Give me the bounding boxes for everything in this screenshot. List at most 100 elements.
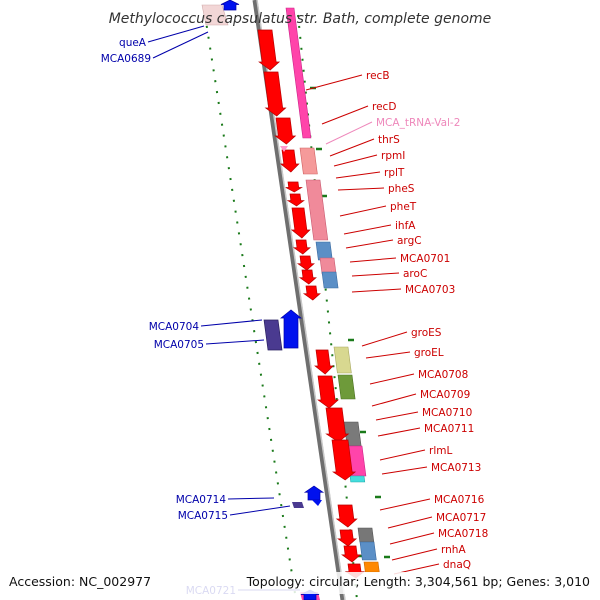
gene-category-bar xyxy=(349,475,366,483)
gene-leader-line xyxy=(369,373,415,385)
gene-leader-line xyxy=(361,331,408,347)
gene-label-right: pheT xyxy=(390,201,417,213)
gene-leader-line xyxy=(381,466,428,475)
gene-leader-line xyxy=(391,548,438,561)
gene-arrow-down xyxy=(292,239,311,255)
footer-backdrop xyxy=(0,572,600,594)
gene-label-right: rnhA xyxy=(441,544,466,556)
gene-label-left: queA xyxy=(119,37,147,49)
gene-arrow-up xyxy=(220,0,240,11)
gene-leader-line xyxy=(325,121,373,145)
gene-category-bar xyxy=(299,147,318,175)
gene-category-bar xyxy=(359,541,377,561)
gene-label-left: MCA0689 xyxy=(101,53,151,65)
gene-arrow-down xyxy=(314,349,334,375)
gene-leader-line xyxy=(349,257,397,263)
gene-label-right: MCA0708 xyxy=(418,369,468,381)
gene-label-right: MCA0710 xyxy=(422,407,472,419)
gene-arrow-down xyxy=(335,504,358,528)
gene-category-bar xyxy=(285,7,312,139)
gene-leader-line xyxy=(229,505,291,516)
gene-leader-line xyxy=(200,319,263,327)
gene-label-right: MCA_tRNA-Val-2 xyxy=(376,117,460,129)
gene-category-bar xyxy=(305,179,329,241)
gene-label-right: pheS xyxy=(388,183,415,195)
gene-leader-line xyxy=(333,154,378,167)
diagram-title: Methylococcus capsulatus str. Bath, comp… xyxy=(109,11,492,27)
gene-block xyxy=(292,502,304,508)
gene-label-right: rlmL xyxy=(429,445,452,457)
gene-block xyxy=(312,500,322,506)
gene-block xyxy=(263,319,283,351)
gene-arrow-down xyxy=(325,407,350,443)
gene-leader-line xyxy=(387,516,433,529)
gene-arrow-down xyxy=(337,529,358,547)
gene-arrow-up xyxy=(280,309,302,349)
gene-category-bar xyxy=(333,346,352,374)
gene-leader-line xyxy=(351,288,402,293)
gene-label-left: MCA0704 xyxy=(149,321,200,333)
gene-leader-line xyxy=(379,449,426,461)
gene-category-bar xyxy=(315,241,333,261)
gene-leader-line xyxy=(337,187,385,191)
gene-arrow-down xyxy=(290,207,311,239)
gene-arrow-down xyxy=(296,255,315,271)
gene-category-bar xyxy=(201,4,229,26)
gene-leader-line xyxy=(365,351,411,359)
gene-label-right: MCA0703 xyxy=(405,284,455,296)
gene-category-bar xyxy=(357,527,375,543)
gene-leader-line xyxy=(321,105,369,125)
gene-leader-line xyxy=(339,205,387,217)
gene-leader-line xyxy=(345,239,394,249)
gene-arrow-down xyxy=(263,71,287,117)
gene-arrow-down xyxy=(341,545,362,563)
gene-leader-line xyxy=(305,74,363,91)
gene-leader-line xyxy=(147,25,205,43)
gene-arrow-up xyxy=(303,485,325,501)
gene-label-right: MCA0713 xyxy=(431,462,481,474)
accession-text: Accession: NC_002977 xyxy=(9,574,151,589)
gene-label-right: MCA0717 xyxy=(436,512,486,524)
gene-leader-line xyxy=(375,411,419,421)
gene-leader-line xyxy=(379,498,431,511)
gene-label-right: dnaQ xyxy=(443,559,471,571)
gene-label-right: MCA0701 xyxy=(400,253,450,265)
gene-leader-line xyxy=(371,393,417,407)
gene-leader-line xyxy=(205,339,265,345)
gene-category-bar xyxy=(363,561,380,573)
gene-label-right: MCA0716 xyxy=(434,494,485,506)
gene-leader-line xyxy=(343,224,392,235)
gene-label-right: rplT xyxy=(384,167,405,179)
gene-category-bar xyxy=(337,374,356,400)
gene-label-right: groEL xyxy=(414,347,444,359)
gene-label-right: ihfA xyxy=(395,220,416,232)
gene-label-right: groES xyxy=(411,327,442,339)
gene-arrow-down xyxy=(257,29,281,71)
gene-label-left: MCA0714 xyxy=(176,494,227,506)
gene-leader-line xyxy=(152,31,209,59)
trna-marker xyxy=(280,146,288,152)
gene-label-right: MCA0718 xyxy=(438,528,488,540)
gene-leader-line xyxy=(227,497,275,500)
gene-leader-line xyxy=(389,532,435,545)
gene-label-right: argC xyxy=(397,235,422,247)
gene-leader-line xyxy=(335,171,381,179)
gene-label-right: MCA0711 xyxy=(424,423,474,435)
gene-label-right: recB xyxy=(366,70,390,82)
gene-arrow-down xyxy=(286,193,305,207)
gene-arrow-down xyxy=(331,439,357,481)
gene-label-right: MCA0709 xyxy=(420,389,470,401)
gene-category-bar xyxy=(319,257,337,275)
gene-leader-line xyxy=(377,427,421,437)
gene-category-bar xyxy=(321,271,339,289)
gene-label-right: aroC xyxy=(403,268,427,280)
gene-leader-line xyxy=(351,272,400,277)
gene-label-left: MCA0715 xyxy=(178,510,228,522)
gene-arrow-down xyxy=(274,117,297,145)
gene-arrow-down xyxy=(285,181,303,193)
gene-arrow-down xyxy=(302,285,321,301)
gene-label-right: recD xyxy=(372,101,396,113)
gene-leader-line xyxy=(329,138,375,157)
gene-arrow-down xyxy=(317,375,340,409)
